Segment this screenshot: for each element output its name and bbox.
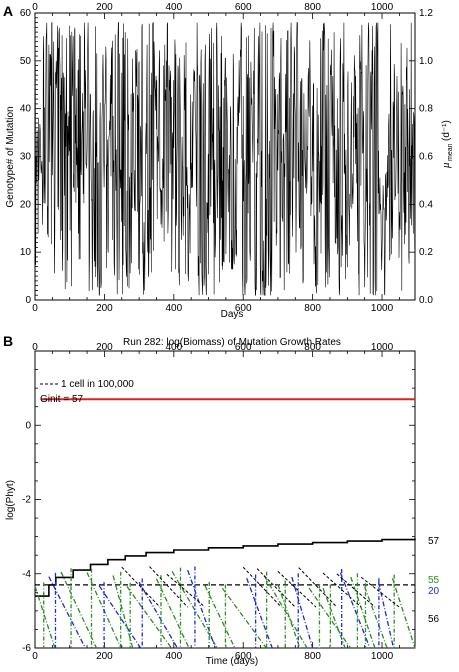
panel-b-xtick-label-top: 400 bbox=[165, 342, 182, 353]
panel-a-ytick-label: 0 bbox=[25, 295, 31, 306]
panel-a-xtick-label-top: 800 bbox=[304, 2, 321, 13]
mutant-decay-trace bbox=[277, 584, 301, 649]
mutant-decay-trace bbox=[155, 578, 190, 649]
panel-a-ytick-label: 40 bbox=[20, 104, 32, 115]
panel-a-y2label-sub: mean bbox=[447, 143, 454, 161]
panel-b-chart: Run 282: log(Biomass) of Mutation Growth… bbox=[5, 337, 440, 667]
mutant-high-trace bbox=[298, 567, 338, 608]
panel-a-ylabel: Genotype# of Mutation bbox=[5, 106, 16, 207]
mutant-decay-trace bbox=[350, 576, 376, 649]
panel-a-ytick-label: 10 bbox=[20, 247, 32, 258]
series-label-20: 20 bbox=[428, 586, 440, 597]
panel-a-xtick-label-top: 0 bbox=[32, 2, 38, 13]
mutant-decay-trace bbox=[246, 577, 273, 649]
panel-a-y2tick-label: 0.2 bbox=[419, 247, 433, 258]
panel-a-y2tick-label: 0.0 bbox=[419, 295, 433, 306]
panel-b-series bbox=[34, 398, 416, 649]
mutant-decay-trace bbox=[138, 581, 178, 649]
mutant-decay-trace bbox=[339, 572, 371, 649]
series-57-line bbox=[35, 538, 416, 597]
panel-b-xtick-label: 800 bbox=[304, 651, 321, 662]
panel-a-axes: 01020304050600.00.20.40.60.81.01.2002002… bbox=[20, 2, 433, 314]
panel-b-ytick-label: -6 bbox=[22, 643, 31, 654]
mutant-decay-trace bbox=[204, 585, 236, 649]
panel-a-ytick-label: 50 bbox=[20, 56, 32, 67]
panel-b-xtick-label: 0 bbox=[32, 651, 38, 662]
panel-a-y2tick-label: 0.8 bbox=[419, 104, 433, 115]
mutant-decay-trace bbox=[187, 569, 216, 649]
panel-a-xtick-label: 600 bbox=[235, 303, 252, 314]
panel-b-ylabel: log(Phyt) bbox=[5, 480, 16, 520]
mutant-decay-trace bbox=[98, 585, 142, 649]
panel-a-xtick-label: 200 bbox=[96, 303, 113, 314]
panel-a-xtick-label-top: 400 bbox=[165, 2, 182, 13]
panel-letter-b: B bbox=[3, 333, 13, 349]
series-label-57: 57 bbox=[428, 536, 440, 547]
mutant-decay-trace bbox=[221, 587, 267, 649]
mutant-decay-trace bbox=[60, 571, 98, 649]
panel-b-xtick-label-top: 1000 bbox=[371, 342, 394, 353]
panel-a-xtick-label-top: 200 bbox=[96, 2, 113, 13]
panel-b-ytick-label: -2 bbox=[22, 495, 31, 506]
panel-b-title: Run 282: log(Biomass) of Mutation Growth… bbox=[123, 337, 341, 348]
legend-ginit-label: Ginit = 57 bbox=[40, 394, 84, 405]
panel-b-xlabel: Time (days) bbox=[206, 656, 258, 667]
mutant-high-trace bbox=[360, 576, 400, 608]
series-label-56: 56 bbox=[428, 614, 440, 625]
panel-a-y2label-mu: μ bbox=[440, 162, 452, 169]
panel-a-y2tick-label: 0.4 bbox=[419, 199, 433, 210]
panel-a-xtick-label: 1000 bbox=[371, 303, 394, 314]
panel-a-ytick-label: 20 bbox=[20, 199, 32, 210]
panel-a-ytick-label: 60 bbox=[20, 8, 32, 19]
mutant-high-trace bbox=[166, 573, 206, 608]
mutant-high-trace bbox=[149, 566, 189, 608]
mutant-decay-trace bbox=[263, 575, 308, 649]
panel-b-xtick-label-top: 800 bbox=[304, 342, 321, 353]
panel-a-chart: 01020304050600.00.20.40.60.81.01.2002002… bbox=[5, 2, 454, 320]
panel-b-xtick-label-top: 0 bbox=[32, 342, 38, 353]
panel-a-y2tick-label: 1.0 bbox=[419, 56, 433, 67]
panel-a-xtick-label-top: 600 bbox=[235, 2, 252, 13]
panel-b-ytick-label: -4 bbox=[22, 569, 31, 580]
mutant-high-trace bbox=[242, 566, 282, 608]
mutant-high-trace bbox=[336, 573, 376, 608]
mutant-decay-trace bbox=[322, 587, 346, 649]
panel-a-xtick-label: 800 bbox=[304, 303, 321, 314]
mutant-high-trace bbox=[256, 568, 296, 608]
panel-b-xtick-label-top: 600 bbox=[235, 342, 252, 353]
panel-b-xtick-label-top: 200 bbox=[96, 342, 113, 353]
mutant-decay-trace bbox=[171, 571, 218, 649]
mutant-decay-trace bbox=[34, 586, 56, 649]
panel-a-y2tick-label: 1.2 bbox=[419, 8, 433, 19]
mutant-decay-trace bbox=[112, 575, 134, 649]
mutant-high-trace bbox=[322, 572, 362, 608]
mutant-decay-trace bbox=[291, 576, 314, 649]
panel-a-xtick-label: 0 bbox=[32, 303, 38, 314]
panel-letter-a: A bbox=[3, 3, 13, 19]
panel-a-xtick-label: 400 bbox=[165, 303, 182, 314]
panel-a-xtick-label-top: 1000 bbox=[371, 2, 394, 13]
series-label-55: 55 bbox=[428, 575, 440, 586]
panel-b-axes: -6 -4 -2 0 0 0 200 200 400 400 600 600 800 800 1000 100… bbox=[22, 342, 415, 662]
panel-b-xtick-label: 200 bbox=[96, 651, 113, 662]
panel-b-ytick-label: 0 bbox=[25, 420, 31, 431]
panel-b-xtick-label: 400 bbox=[165, 651, 182, 662]
mutant-decay-trace bbox=[364, 586, 388, 649]
panel-a-y2label: μ mean (d⁻¹) bbox=[440, 120, 454, 169]
legend-dash-label: 1 cell in 100,000 bbox=[61, 379, 134, 390]
panel-a-y2tick-label: 0.6 bbox=[419, 152, 433, 163]
panel-a-genotype-line bbox=[34, 22, 416, 296]
mutant-decay-trace bbox=[126, 586, 172, 649]
panel-a-y2label-unit: (d⁻¹) bbox=[441, 120, 452, 141]
mutant-high-trace bbox=[121, 566, 161, 608]
panel-a-ytick-label: 30 bbox=[20, 152, 32, 163]
mutant-decay-trace bbox=[308, 587, 351, 649]
panel-a-xlabel: Days bbox=[221, 309, 244, 320]
mutant-decay-trace bbox=[391, 578, 416, 649]
panel-b-xtick-label: 600 bbox=[235, 651, 252, 662]
panel-b-xtick-label: 1000 bbox=[371, 651, 394, 662]
mutant-high-trace bbox=[277, 570, 317, 608]
mutant-decay-trace bbox=[377, 581, 395, 649]
